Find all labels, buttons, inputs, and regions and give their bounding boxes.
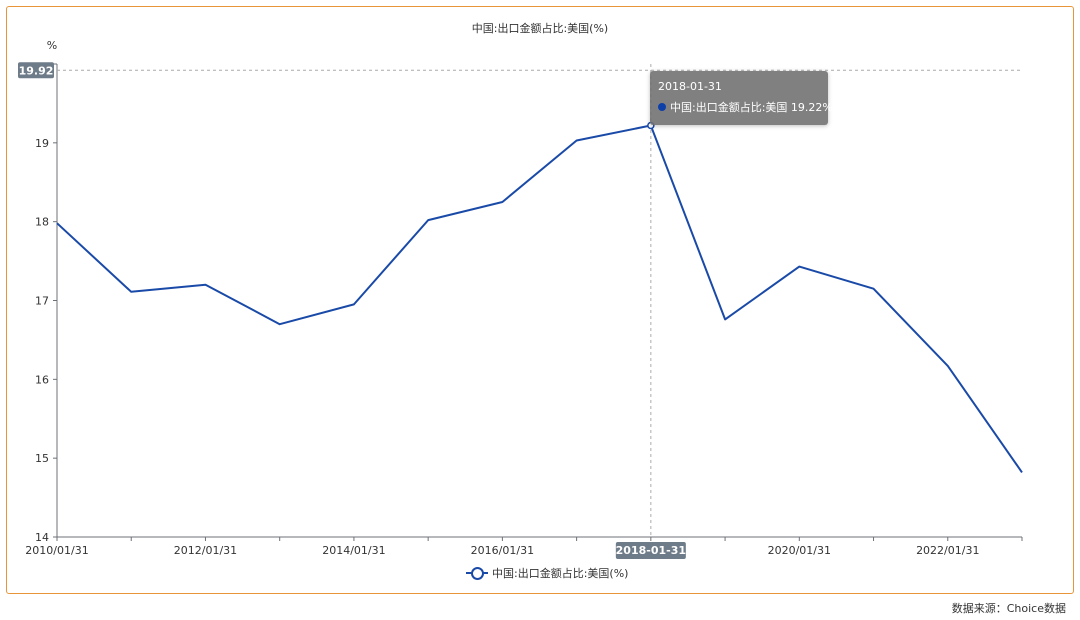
legend-line-circle-icon <box>466 567 488 580</box>
y-tick-label: 19 <box>35 137 49 150</box>
y-axis-unit: % <box>47 39 57 52</box>
x-tick-label: 2020/01/31 <box>768 544 831 557</box>
y-cursor-label: 19.92 <box>19 64 54 77</box>
y-cursor-label-bg <box>18 62 54 79</box>
chart-title: 中国:出口金额占比:美国(%) <box>472 21 608 35</box>
x-cursor-label: 2018-01-31 <box>616 544 686 557</box>
y-tick-label: 18 <box>35 216 49 229</box>
y-tick-label: 16 <box>35 373 49 386</box>
chart-frame <box>6 6 1074 594</box>
x-tick-label: 2012/01/31 <box>174 544 237 557</box>
x-tick-label: 2014/01/31 <box>322 544 385 557</box>
y-tick-label: 15 <box>35 452 49 465</box>
series-line <box>56 124 1023 473</box>
tooltip-value: 中国:出口金额占比:美国 19.22% <box>670 101 833 114</box>
x-tick-label: 2016/01/31 <box>471 544 534 557</box>
chart-legend[interactable]: 中国:出口金额占比:美国(%) <box>466 565 628 581</box>
x-tick-label: 2022/01/31 <box>916 544 979 557</box>
legend-label: 中国:出口金额占比:美国(%) <box>492 567 629 580</box>
data-tooltip: 2018-01-31 中国:出口金额占比:美国 19.22% <box>650 71 833 125</box>
y-tick-label: 17 <box>35 295 49 308</box>
y-tick-label: 14 <box>35 531 49 544</box>
tooltip-row: 中国:出口金额占比:美国 19.22% <box>658 99 833 115</box>
x-cursor-label-bg <box>615 542 686 559</box>
data-source: 数据来源：Choice数据 <box>951 602 1066 615</box>
series-marker-icon <box>658 103 666 111</box>
tooltip-date: 2018-01-31 <box>658 80 722 93</box>
x-tick-label: 2010/01/31 <box>25 544 88 557</box>
